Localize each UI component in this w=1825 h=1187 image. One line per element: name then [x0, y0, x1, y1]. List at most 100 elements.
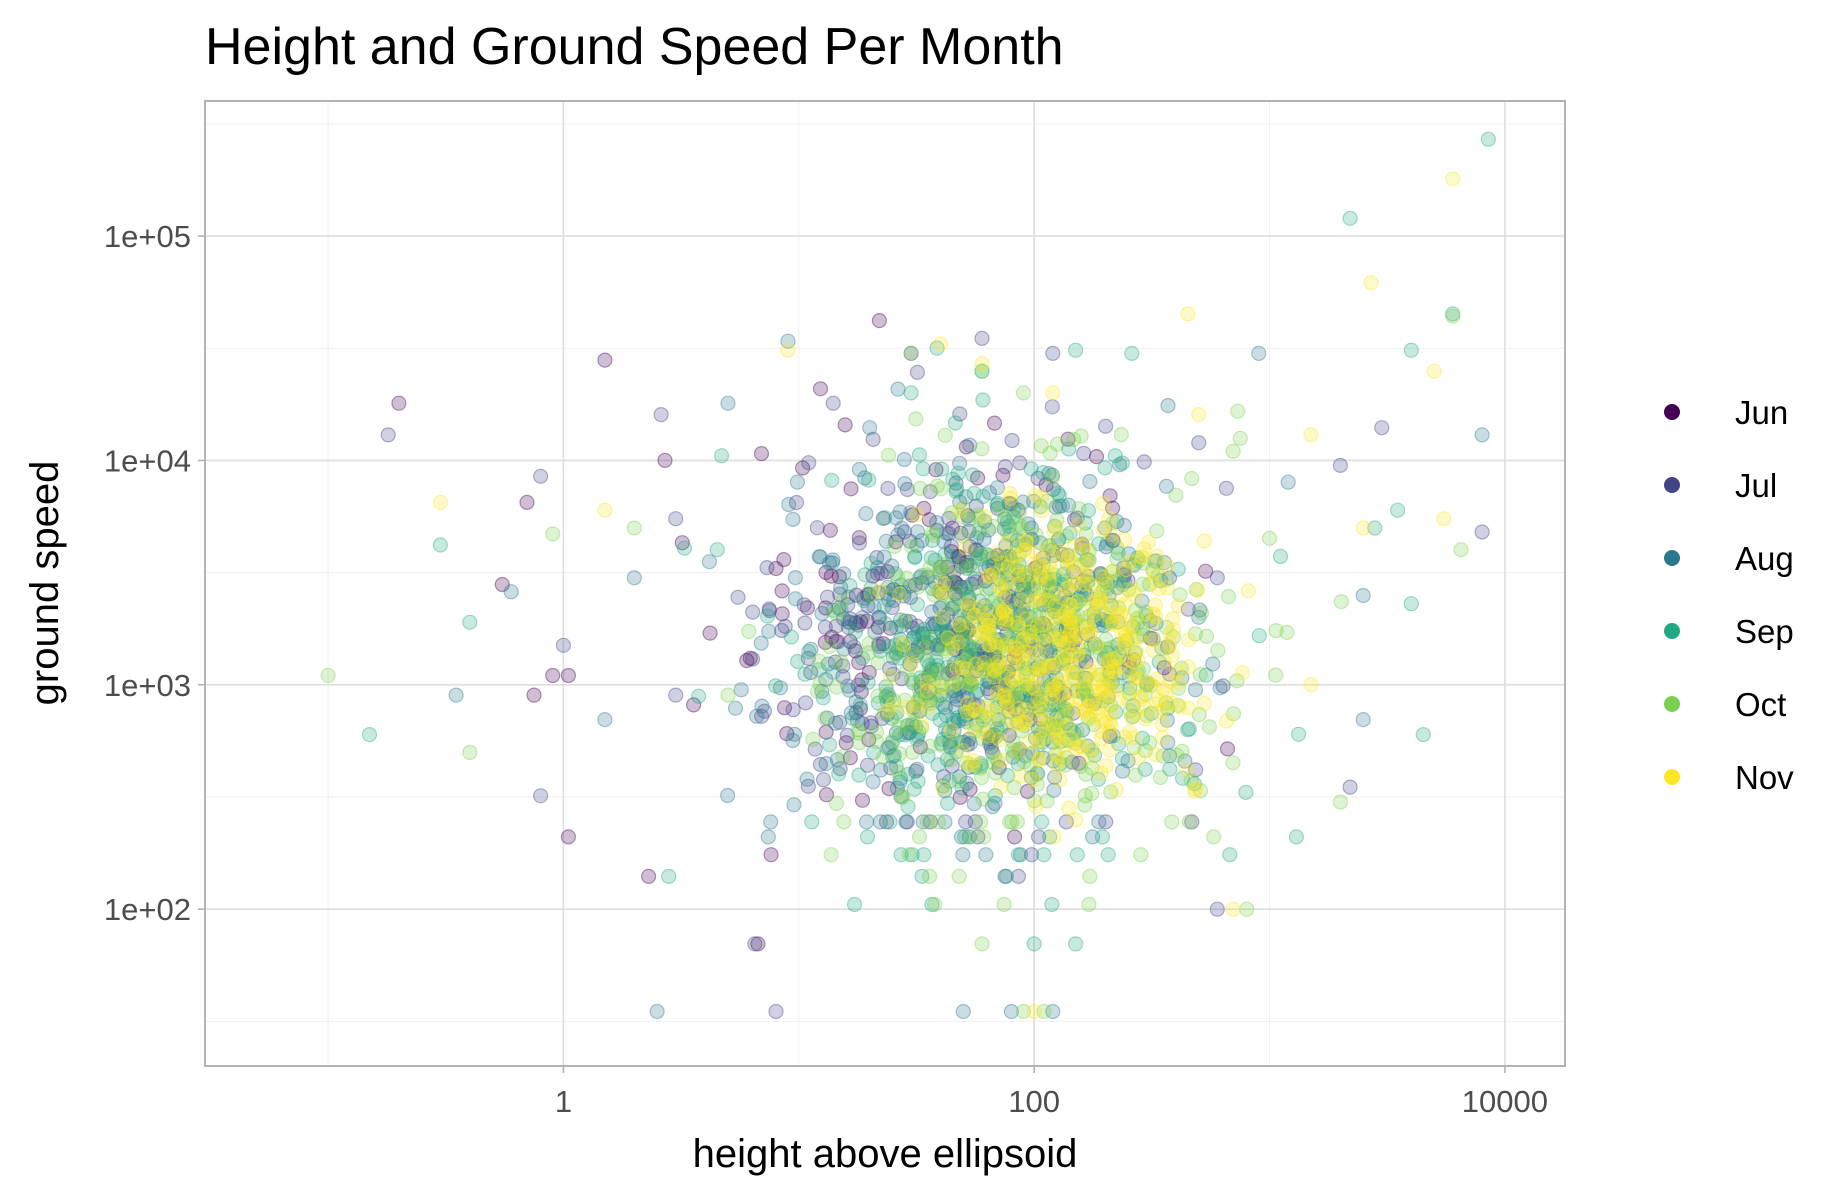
- data-point: [941, 734, 958, 750]
- data-point: [1016, 644, 1032, 660]
- data-point: [951, 675, 968, 691]
- data-point: [966, 670, 982, 687]
- data-point: [836, 566, 852, 582]
- data-point: [889, 780, 906, 796]
- data-point: [1012, 455, 1028, 471]
- data-point: [1035, 652, 1051, 668]
- data-point: [1057, 604, 1073, 620]
- data-point: [818, 755, 834, 772]
- data-point: [978, 847, 994, 863]
- data-point: [948, 483, 964, 499]
- data-point: [1015, 584, 1031, 600]
- data-point: [1070, 594, 1087, 611]
- data-point: [951, 773, 967, 789]
- data-point: [927, 616, 944, 632]
- data-point: [1051, 498, 1068, 514]
- data-point: [997, 601, 1013, 617]
- data-point: [1082, 662, 1098, 679]
- data-point: [945, 471, 961, 487]
- data-point: [889, 704, 905, 721]
- data-point: [828, 679, 845, 695]
- data-point: [1052, 631, 1068, 647]
- data-point: [1002, 485, 1018, 502]
- data-point: [819, 589, 836, 605]
- data-point: [1091, 617, 1108, 633]
- data-point: [982, 734, 998, 750]
- data-point: [824, 555, 841, 571]
- data-point: [990, 631, 1006, 648]
- data-point: [1133, 847, 1149, 863]
- data-point: [1042, 571, 1058, 587]
- data-point: [1030, 470, 1046, 486]
- data-point: [951, 550, 968, 567]
- data-point: [747, 936, 763, 952]
- data-point: [1069, 625, 1085, 642]
- data-point: [990, 677, 1007, 693]
- data-point: [1064, 553, 1080, 570]
- data-point: [1032, 535, 1049, 551]
- data-point: [876, 598, 892, 615]
- data-point: [838, 735, 854, 751]
- data-point: [976, 610, 992, 626]
- data-point: [847, 624, 863, 640]
- data-point: [1104, 563, 1121, 580]
- data-point: [1092, 565, 1109, 582]
- data-point: [796, 597, 812, 613]
- data-point: [1011, 743, 1027, 759]
- data-point: [996, 521, 1012, 537]
- data-point: [993, 502, 1009, 518]
- data-point: [1190, 582, 1206, 599]
- data-point: [967, 605, 983, 621]
- data-point: [961, 523, 977, 539]
- data-point: [1016, 754, 1032, 770]
- data-point: [1069, 593, 1086, 609]
- data-point: [1145, 642, 1161, 659]
- data-point: [797, 666, 813, 682]
- data-point: [979, 674, 996, 690]
- data-point: [903, 505, 919, 521]
- data-point: [1037, 713, 1053, 729]
- data-point: [1048, 718, 1064, 734]
- data-point: [1098, 539, 1114, 555]
- data-point: [933, 637, 949, 653]
- data-point: [964, 721, 980, 737]
- data-point: [1067, 812, 1084, 828]
- data-point: [800, 778, 816, 794]
- data-point: [1130, 553, 1147, 569]
- data-point: [1013, 518, 1029, 535]
- data-point: [817, 710, 833, 727]
- data-point: [1065, 431, 1082, 448]
- data-point: [1083, 576, 1099, 593]
- data-point: [1074, 536, 1090, 552]
- data-point: [870, 619, 886, 635]
- data-point: [1001, 495, 1017, 512]
- data-point: [976, 662, 993, 679]
- data-point: [1022, 582, 1039, 599]
- data-point: [1077, 619, 1094, 635]
- data-point: [1001, 518, 1017, 534]
- y-tick-label: 1e+05: [104, 219, 191, 254]
- data-point: [1127, 670, 1143, 687]
- data-point: [1000, 559, 1016, 575]
- data-point: [954, 528, 970, 544]
- data-point: [1076, 681, 1093, 697]
- data-point: [835, 748, 851, 764]
- data-point: [934, 560, 950, 576]
- data-point: [1041, 703, 1058, 719]
- data-point: [1128, 643, 1145, 659]
- data-point: [1045, 753, 1061, 769]
- data-point: [1130, 750, 1146, 766]
- x-tick-label: 1: [555, 1084, 572, 1119]
- data-point: [432, 537, 448, 553]
- data-points: [320, 131, 1496, 1020]
- data-point: [924, 616, 940, 632]
- data-point: [1081, 896, 1097, 913]
- data-point: [958, 540, 974, 556]
- data-point: [991, 659, 1007, 676]
- data-point: [432, 494, 448, 510]
- data-point: [961, 591, 977, 607]
- data-point: [1225, 443, 1241, 459]
- data-point: [833, 601, 849, 618]
- data-point: [1058, 715, 1074, 731]
- data-point: [1001, 655, 1018, 672]
